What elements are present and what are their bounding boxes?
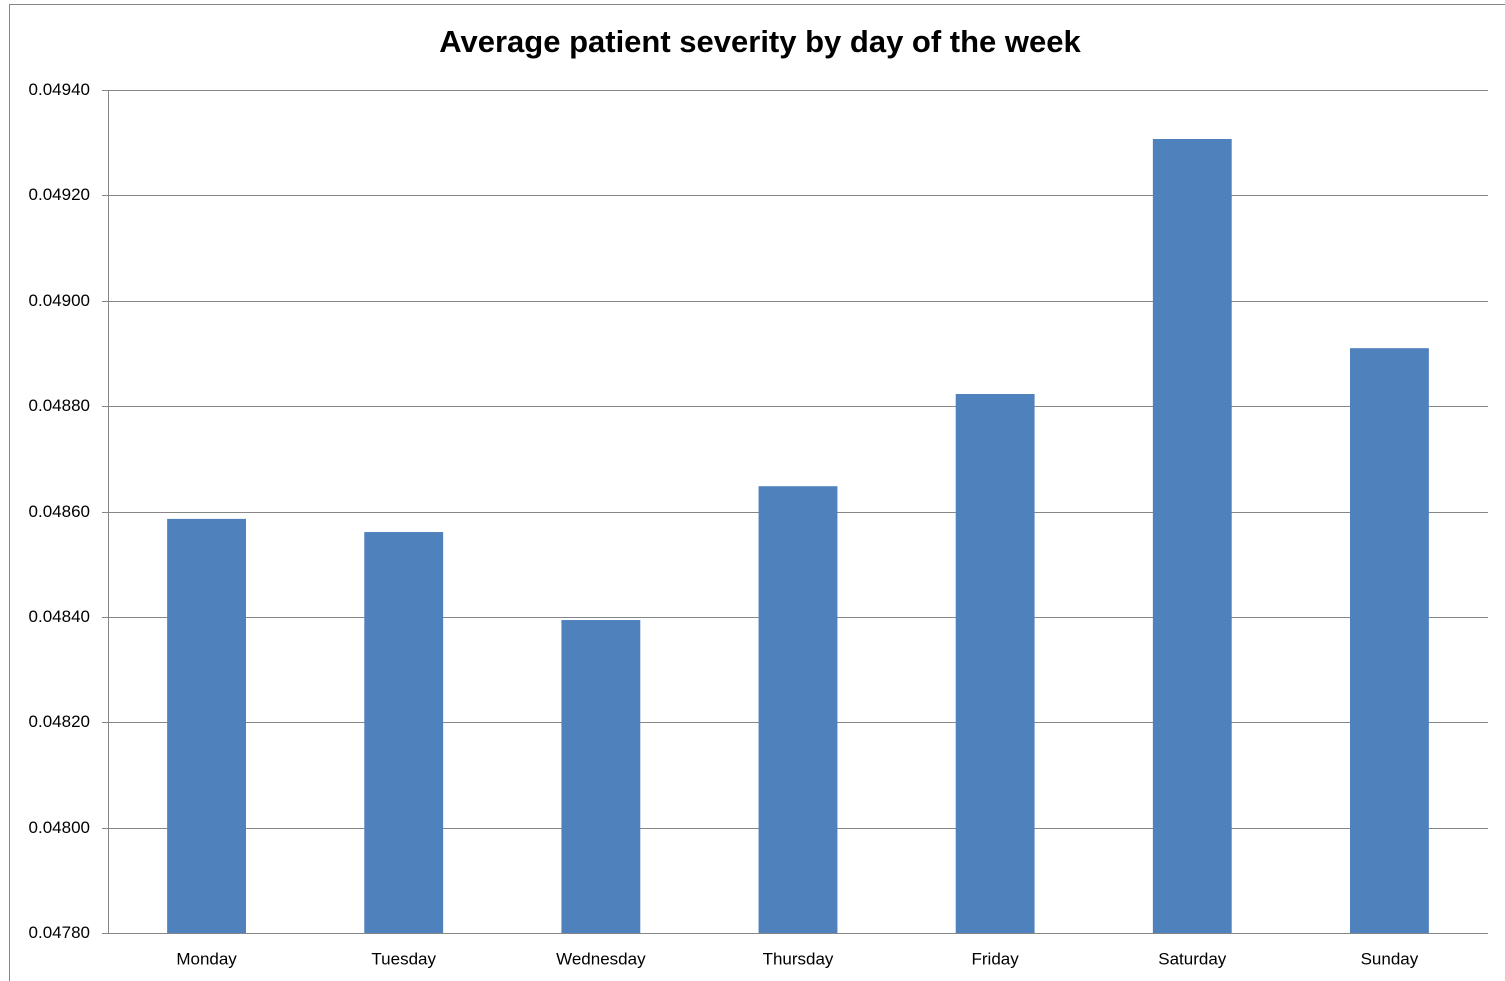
- x-tick-label: Sunday: [1361, 949, 1419, 968]
- y-tick-label: 0.04780: [29, 923, 90, 942]
- x-tick-label: Wednesday: [556, 949, 646, 968]
- bar: [758, 486, 838, 933]
- bar: [955, 394, 1035, 934]
- bar: [1152, 138, 1232, 933]
- y-tick-label: 0.04920: [29, 185, 90, 204]
- bar: [364, 532, 444, 933]
- y-tick-label: 0.04820: [29, 712, 90, 731]
- y-tick-label: 0.04800: [29, 818, 90, 837]
- x-tick-label: Saturday: [1158, 949, 1227, 968]
- x-tick-label: Monday: [176, 949, 237, 968]
- y-tick-label: 0.04940: [29, 80, 90, 99]
- x-tick-label: Thursday: [763, 949, 834, 968]
- x-tick-label: Friday: [972, 949, 1020, 968]
- y-tick-label: 0.04840: [29, 607, 90, 626]
- chart-title: Average patient severity by day of the w…: [439, 24, 1081, 59]
- y-tick-label: 0.04900: [29, 291, 90, 310]
- y-tick-label: 0.04880: [29, 396, 90, 415]
- bar: [167, 518, 246, 933]
- bar: [1350, 348, 1429, 933]
- bar: [561, 620, 641, 933]
- x-tick-label: Tuesday: [371, 949, 436, 968]
- y-tick-label: 0.04860: [29, 502, 90, 521]
- chart-border: [9, 4, 1505, 981]
